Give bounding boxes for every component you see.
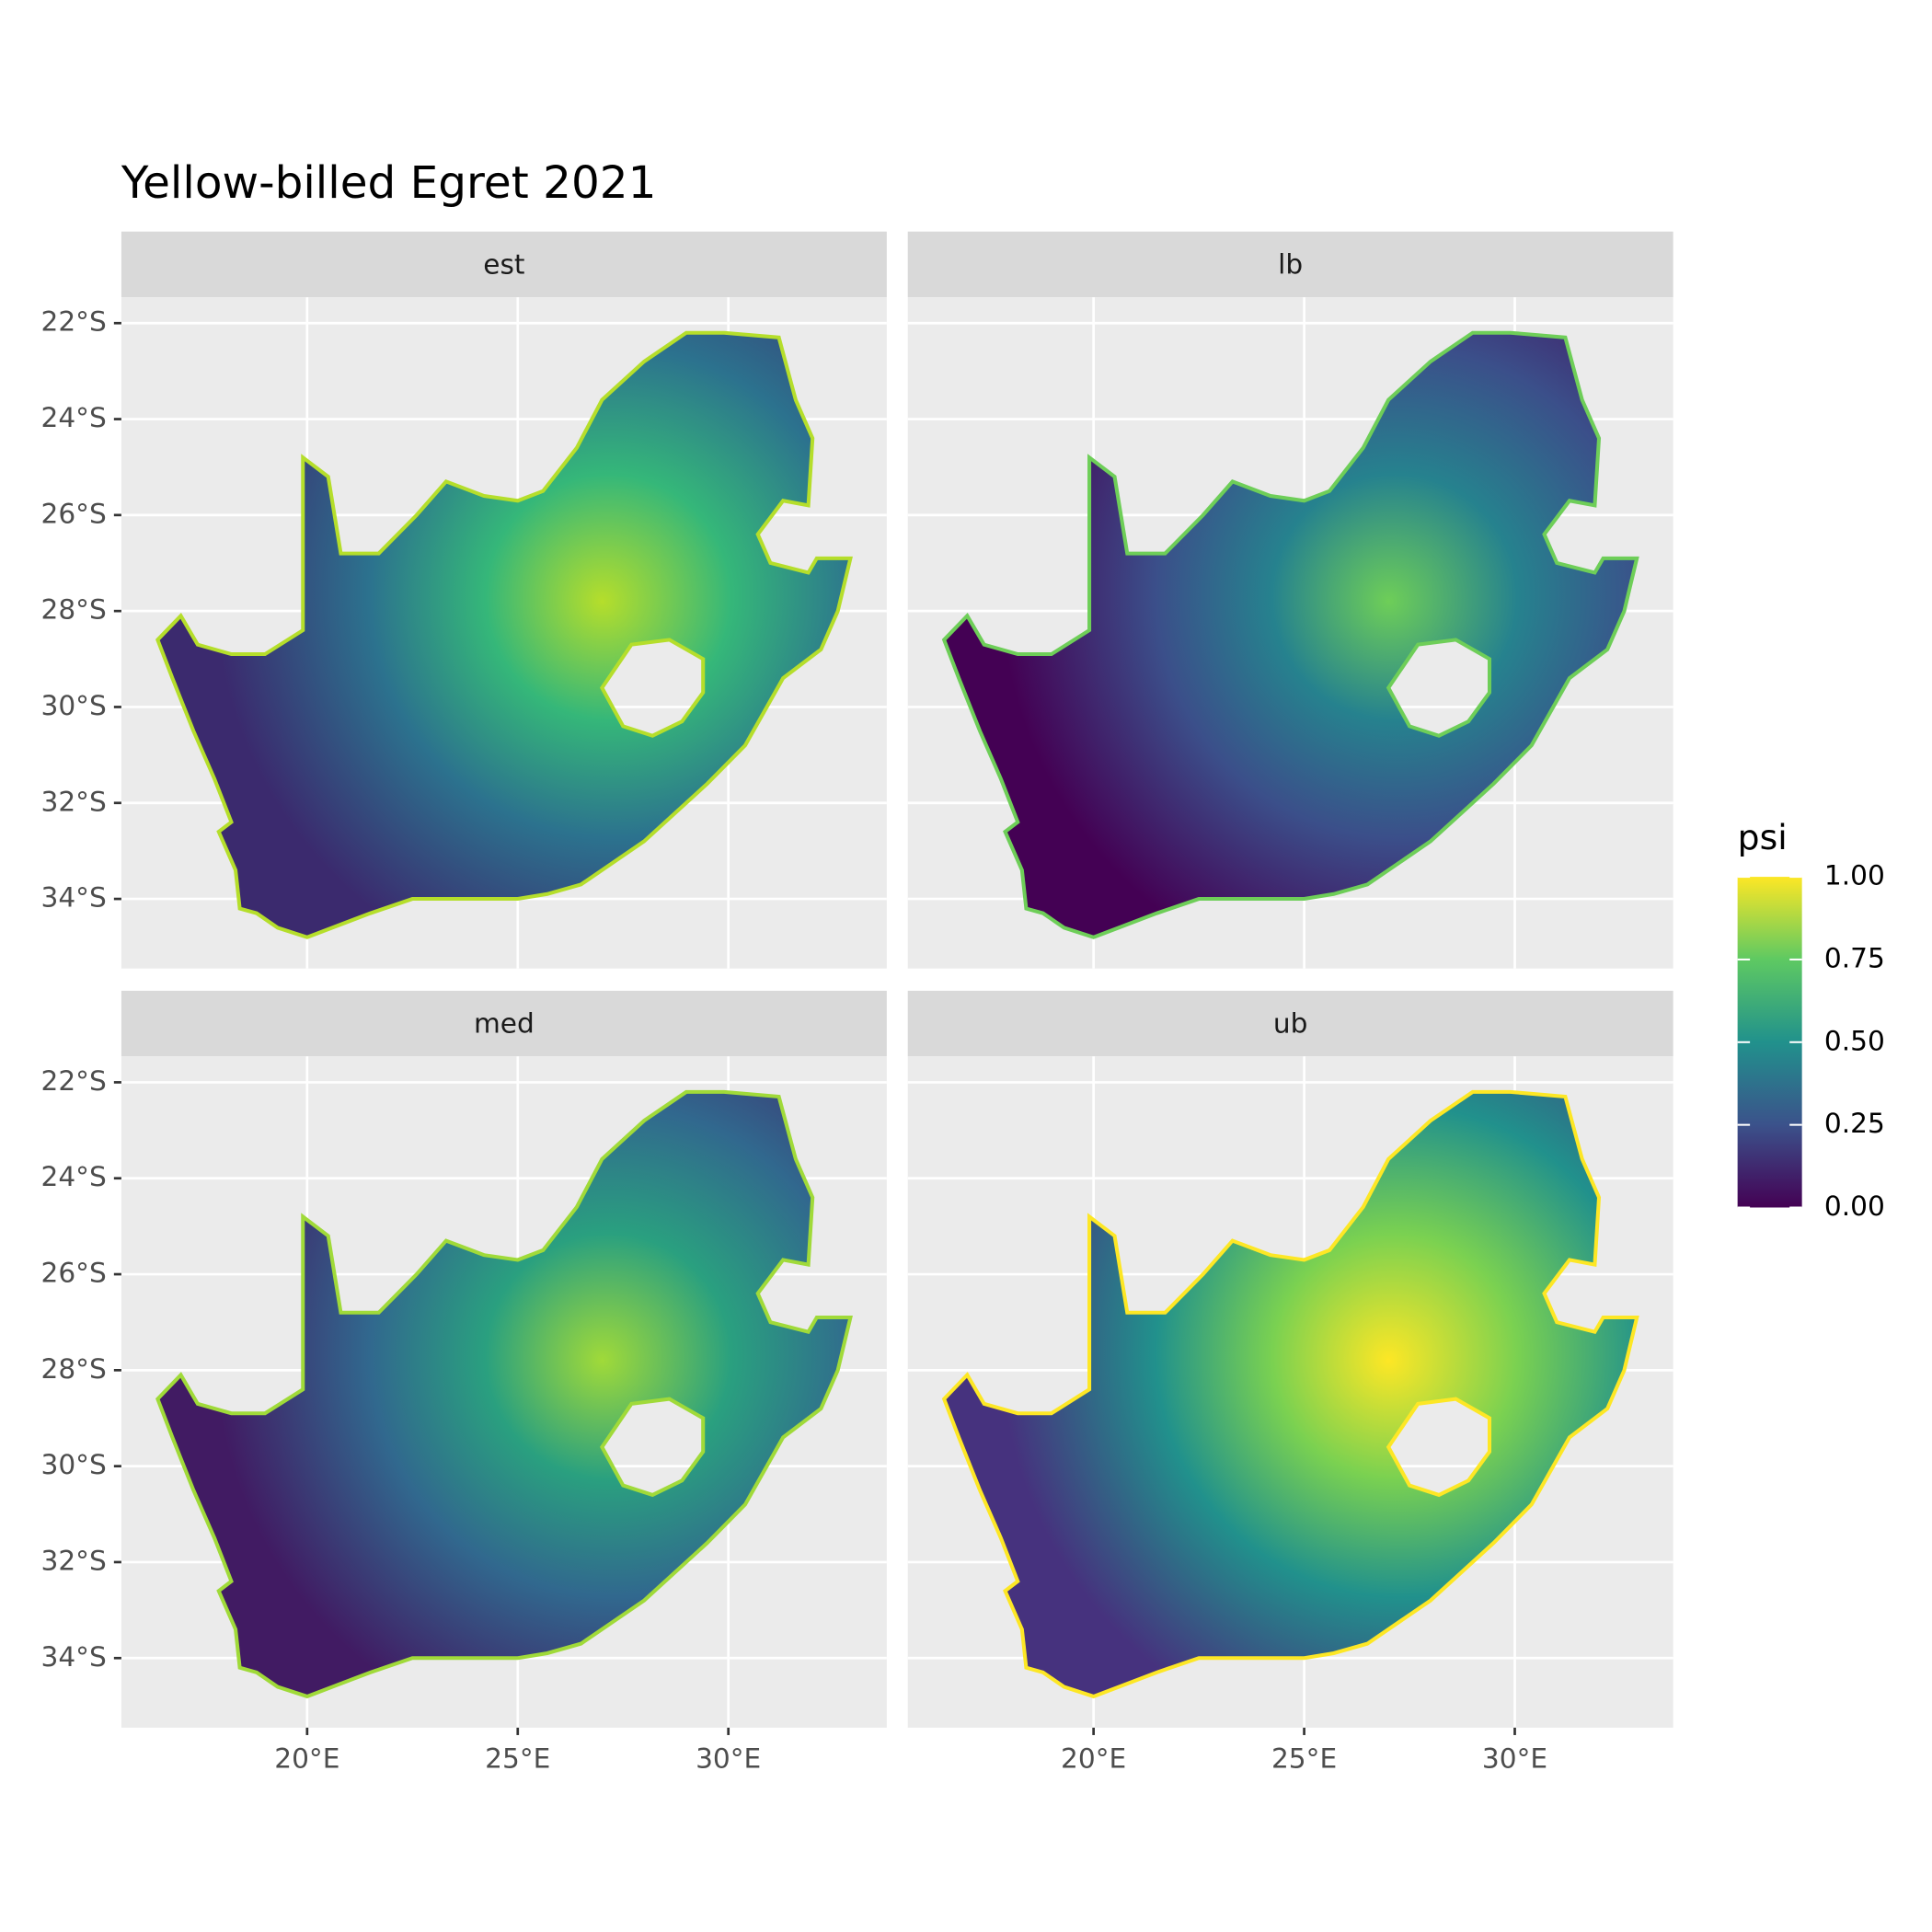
country-raster — [941, 1089, 1639, 1699]
legend-title: psi — [1738, 817, 1788, 857]
legend-tick-label: 0.00 — [1824, 1190, 1885, 1222]
country-raster — [155, 1089, 853, 1699]
y-tick-label: 30°S — [40, 1449, 106, 1480]
strip-background — [907, 990, 1673, 1057]
legend-tick-label: 0.75 — [1824, 942, 1885, 973]
strip-background — [907, 231, 1673, 298]
y-tick-label: 28°S — [40, 1353, 106, 1385]
country-raster — [941, 330, 1639, 939]
x-tick-label: 30°E — [1482, 1742, 1547, 1774]
facet-panel: lb — [907, 231, 1673, 969]
x-tick-label: 25°E — [1271, 1742, 1337, 1774]
x-tick-label: 20°E — [1061, 1742, 1126, 1774]
y-tick-label: 34°S — [40, 1641, 106, 1673]
country-raster — [155, 330, 853, 939]
y-tick-label: 26°S — [40, 1258, 106, 1289]
facet-panel: med 20°E 25°E 30°E 22°S 24°S 26°S 28°S 30°S 32°S 3… — [40, 990, 887, 1774]
y-tick-label: 32°S — [40, 786, 106, 817]
legend-tick-label: 0.50 — [1824, 1025, 1885, 1056]
strip-background — [121, 990, 887, 1057]
y-tick-label: 30°S — [40, 690, 106, 721]
legend-tick-label: 0.25 — [1824, 1108, 1885, 1139]
y-tick-label: 22°S — [40, 306, 106, 338]
y-tick-label: 28°S — [40, 594, 106, 626]
chart-title: Yellow-billed Egret 2021 — [121, 157, 657, 209]
x-tick-label: 25°E — [485, 1742, 550, 1774]
y-tick-label: 32°S — [40, 1545, 106, 1576]
strip-label: est — [483, 248, 524, 280]
x-tick-label: 20°E — [274, 1742, 339, 1774]
strip-label: med — [474, 1007, 535, 1039]
legend-tick-label: 1.00 — [1824, 860, 1885, 891]
y-tick-label: 26°S — [40, 498, 106, 529]
strip-background — [121, 231, 887, 298]
y-tick-label: 22°S — [40, 1065, 106, 1097]
strip-label: ub — [1273, 1007, 1308, 1039]
x-tick-label: 30°E — [696, 1742, 761, 1774]
facet-panel: est 22°S 24°S 26°S 28°S 30°S 32°S 34°S — [40, 231, 887, 969]
y-tick-label: 24°S — [40, 402, 106, 433]
facet-panel: ub 20°E 25°E 30°E — [907, 990, 1673, 1774]
y-tick-label: 34°S — [40, 882, 106, 914]
strip-label: lb — [1278, 248, 1303, 280]
y-tick-label: 24°S — [40, 1161, 106, 1192]
